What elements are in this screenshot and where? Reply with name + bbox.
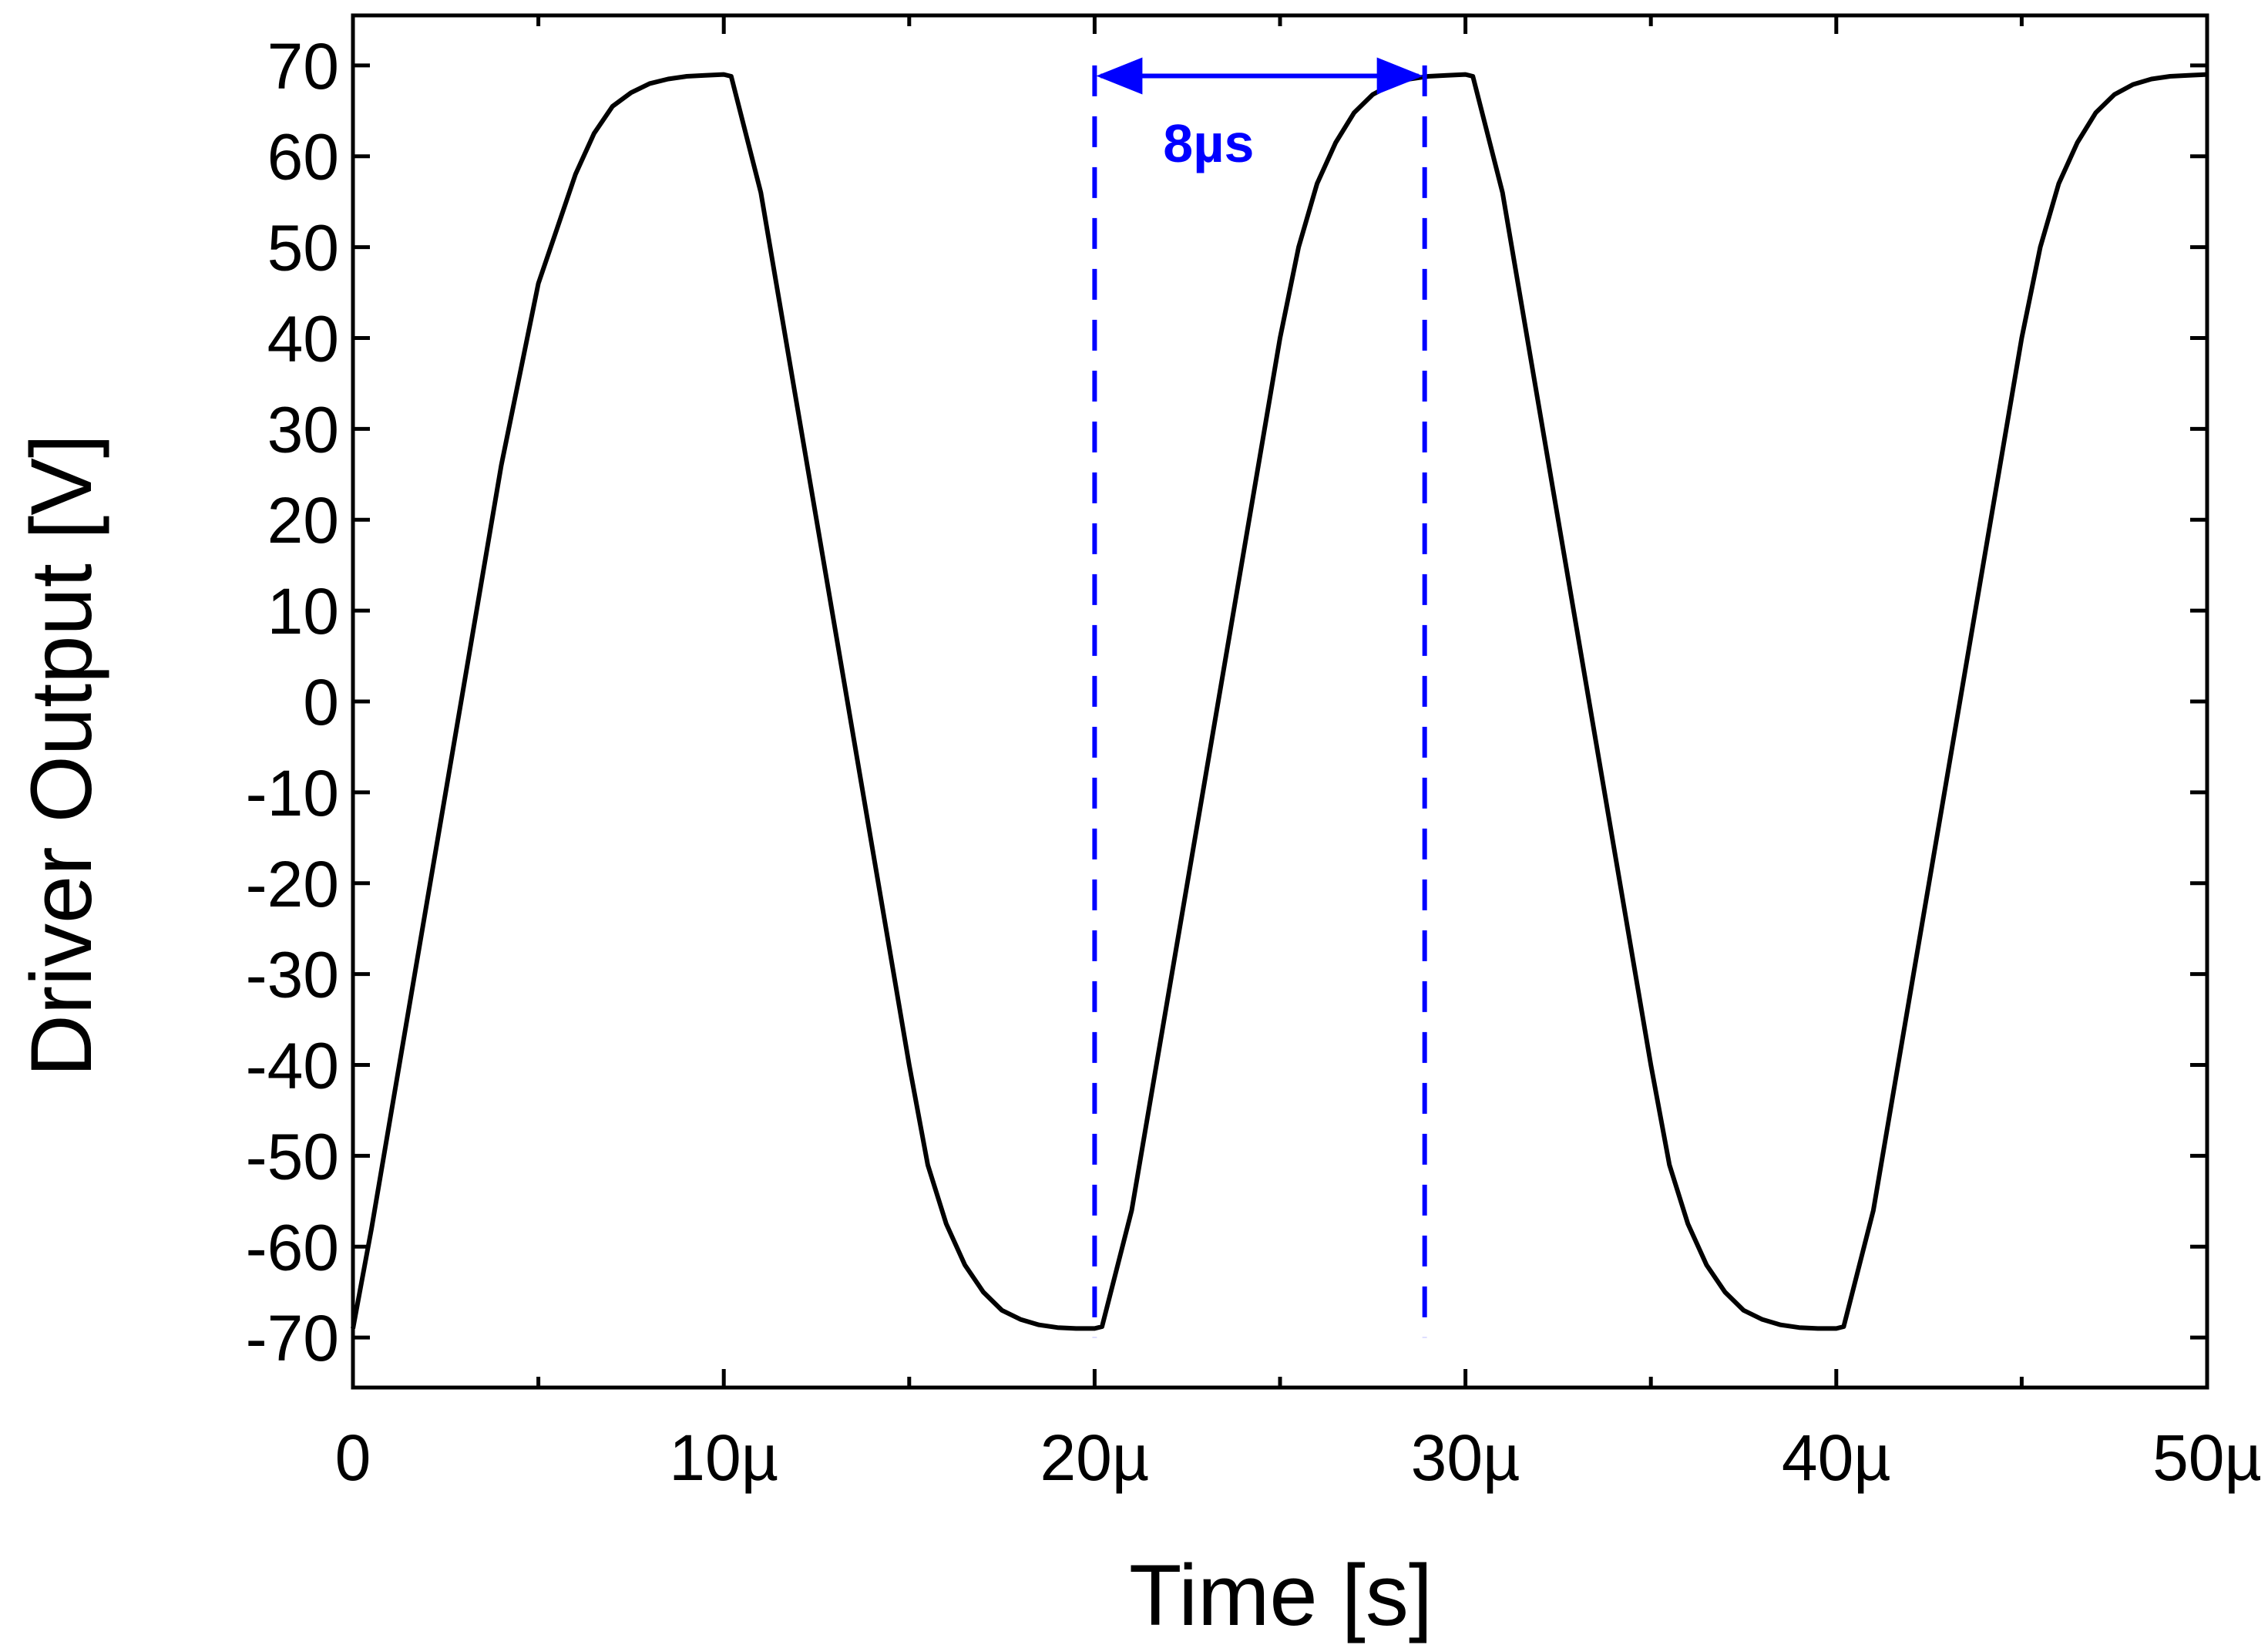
x-tick-label: 0: [335, 1421, 371, 1494]
y-axis-title: Driver Output [V]: [13, 434, 109, 1077]
annotation-group: 8µs: [1092, 57, 1427, 1338]
x-tick-label: 10µ: [669, 1421, 778, 1494]
y-tick-label: 40: [267, 302, 339, 375]
y-tick-label: 50: [267, 212, 339, 284]
y-axis-ticks: 70 60 50 40 30 20 10 0 -10 -20 -30 -40 -50 -60 -70: [246, 30, 2207, 1374]
y-tick-label: -10: [246, 757, 339, 829]
y-tick-label: 60: [267, 121, 339, 193]
series-line: [351, 72, 2208, 1331]
y-tick-label: -30: [246, 939, 339, 1011]
y-tick-label: 10: [267, 575, 339, 648]
y-tick-label: 20: [267, 484, 339, 557]
x-tick-label: 50µ: [2152, 1421, 2262, 1494]
x-axis-title: Time [s]: [1129, 1547, 1433, 1643]
x-tick-label: 30µ: [1411, 1421, 1520, 1494]
y-tick-label: -40: [246, 1030, 339, 1102]
y-tick-label: 70: [267, 30, 339, 103]
y-tick-label: 0: [303, 666, 339, 738]
x-tick-label: 20µ: [1040, 1421, 1149, 1494]
y-tick-label: -70: [246, 1302, 339, 1374]
x-tick-label: 40µ: [1782, 1421, 1891, 1494]
y-tick-label: -60: [246, 1211, 339, 1283]
period-label: 8µs: [1163, 113, 1254, 173]
y-tick-label: -20: [246, 848, 339, 920]
y-tick-label: 30: [267, 393, 339, 466]
x-axis-ticks: 0 10µ 20µ 30µ 40µ 50µ: [335, 15, 2262, 1494]
y-tick-label: -50: [246, 1120, 339, 1193]
plot-frame: [351, 13, 2209, 1390]
plot-area: [351, 72, 2208, 1331]
